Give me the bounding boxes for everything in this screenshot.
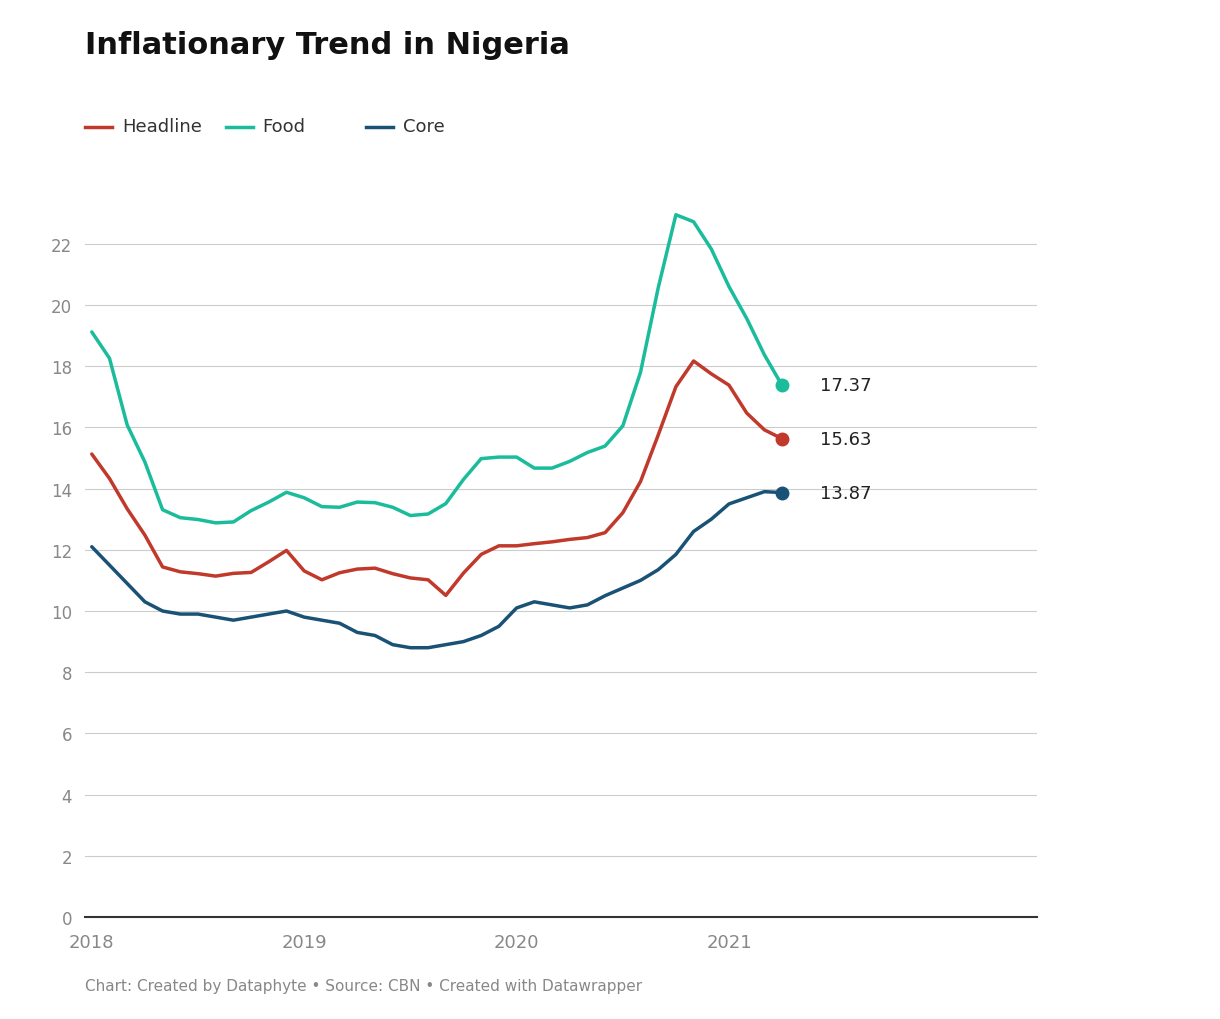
Text: 13.87: 13.87 [820, 484, 872, 502]
Text: Headline: Headline [122, 118, 201, 137]
Text: Inflationary Trend in Nigeria: Inflationary Trend in Nigeria [85, 31, 570, 59]
Text: Chart: Created by Dataphyte • Source: CBN • Created with Datawrapper: Chart: Created by Dataphyte • Source: CB… [85, 978, 643, 994]
Text: 17.37: 17.37 [820, 377, 872, 395]
Text: Core: Core [403, 118, 444, 137]
Text: 15.63: 15.63 [820, 430, 872, 448]
Text: Food: Food [262, 118, 305, 137]
